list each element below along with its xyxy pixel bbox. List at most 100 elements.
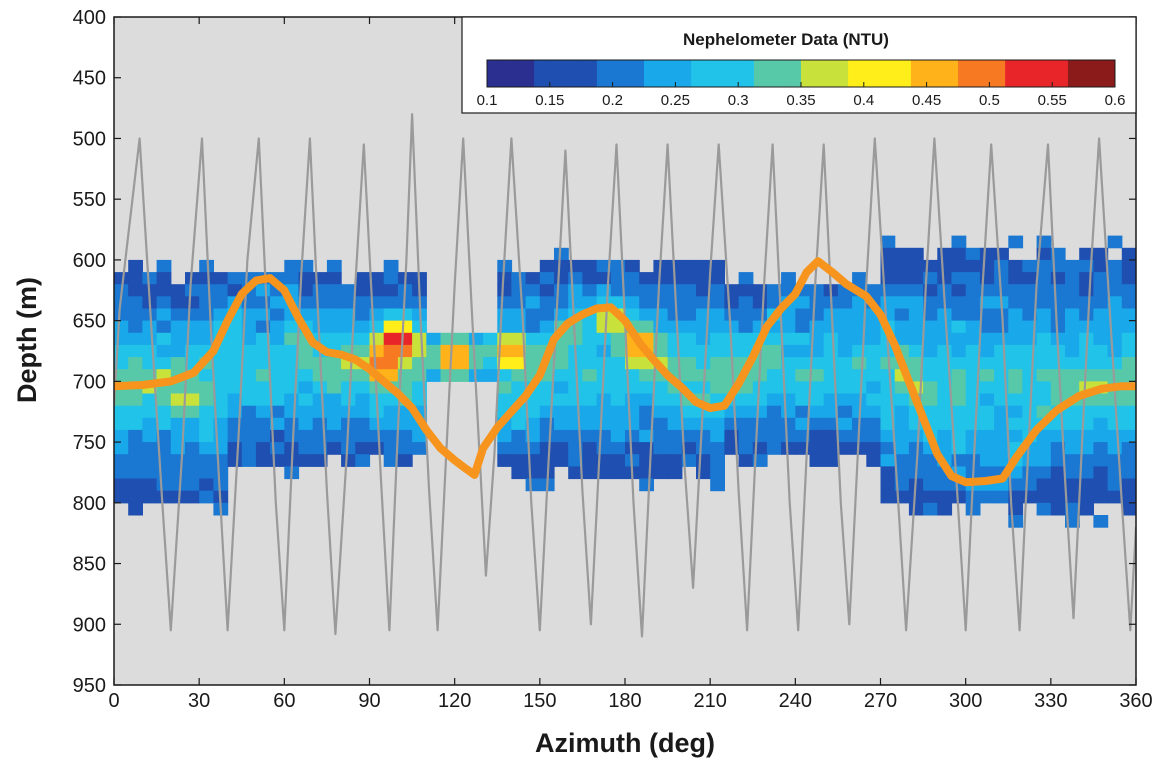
field-cell: [681, 332, 697, 346]
field-cell: [554, 429, 569, 443]
field-cell: [681, 357, 697, 370]
field-cell: [610, 357, 626, 370]
field-cell: [170, 454, 186, 467]
field-cell: [199, 272, 214, 285]
field-cell: [1107, 357, 1123, 370]
colorbar-swatch: [1099, 60, 1116, 87]
field-cell: [383, 429, 399, 443]
field-cell: [625, 429, 640, 443]
x-axis-ticks: 0 30 60 90 120 150 180 210 240 270 300 330 360: [108, 17, 1153, 712]
field-cell: [880, 357, 896, 370]
field-cell: [1079, 320, 1094, 334]
field-cell: [1107, 284, 1123, 297]
field-cell: [497, 344, 513, 358]
field-cell: [809, 320, 825, 334]
field-cell: [1036, 344, 1052, 358]
field-cell: [369, 429, 385, 443]
field-cell: [270, 393, 285, 407]
field-cell: [653, 284, 669, 297]
field-cell: [766, 381, 782, 395]
colorbar-swatch: [691, 60, 708, 87]
field-cell: [355, 393, 371, 407]
field-cell: [284, 417, 300, 431]
field-cell: [213, 442, 229, 455]
field-cell: [483, 332, 498, 346]
field-cell: [213, 369, 229, 382]
field-cell: [1093, 259, 1109, 273]
field-cell: [270, 369, 285, 382]
field-cell: [866, 320, 882, 334]
field-cell: [1008, 259, 1024, 273]
field-cell: [114, 332, 129, 346]
field-cell: [937, 502, 953, 516]
field-cell: [440, 344, 456, 358]
field-cell: [596, 320, 612, 334]
field-cell: [965, 405, 981, 419]
field-cell: [894, 442, 910, 455]
x-tick-label: 30: [188, 690, 210, 712]
field-cell: [994, 344, 1009, 358]
field-cell: [1121, 478, 1136, 492]
field-cell: [255, 308, 271, 322]
field-cell: [639, 466, 654, 480]
field-cell: [554, 369, 569, 382]
field-cell: [1093, 466, 1109, 480]
field-cell: [156, 405, 172, 419]
field-cell: [625, 272, 640, 285]
field-cell: [128, 417, 143, 431]
field-cell: [114, 393, 129, 407]
field-cell: [937, 429, 953, 443]
field-cell: [326, 393, 342, 407]
field-cell: [568, 284, 583, 297]
field-cell: [696, 272, 711, 285]
field-cell: [525, 272, 541, 285]
field-cell: [937, 332, 953, 346]
field-cell: [511, 454, 527, 467]
field-cell: [781, 332, 796, 346]
colorbar-swatches: [487, 60, 1116, 87]
x-tick-label: 270: [864, 690, 897, 712]
colorbar-tick-label: 0.25: [661, 92, 690, 109]
field-cell: [114, 369, 129, 382]
field-cell: [653, 296, 669, 309]
field-cell: [795, 320, 811, 334]
field-cell: [142, 429, 158, 443]
field-cell: [341, 296, 356, 309]
field-cell: [965, 272, 981, 285]
field-cell: [1121, 502, 1136, 516]
x-axis-title: Azimuth (deg): [535, 728, 715, 758]
field-cell: [809, 381, 825, 395]
field-cell: [667, 320, 683, 334]
field-cell: [979, 490, 995, 504]
field-cell: [298, 381, 314, 395]
field-cell: [199, 308, 214, 322]
field-cell: [1008, 478, 1024, 492]
field-cell: [979, 357, 995, 370]
field-cell: [894, 272, 910, 285]
field-cell: [1065, 490, 1080, 504]
field-cell: [383, 296, 399, 309]
field-cell: [965, 393, 981, 407]
field-cell: [923, 308, 938, 322]
field-cell: [128, 357, 143, 370]
field-cell: [341, 369, 356, 382]
field-cell: [625, 405, 640, 419]
field-cell: [298, 284, 314, 297]
field-cell: [355, 344, 371, 358]
field-cell: [497, 357, 513, 370]
field-cell: [667, 393, 683, 407]
field-cell: [284, 405, 300, 419]
field-cell: [1022, 259, 1038, 273]
field-cell: [539, 320, 555, 334]
field-cell: [795, 417, 811, 431]
field-cell: [525, 332, 541, 346]
field-cell: [582, 272, 598, 285]
field-cell: [1093, 393, 1109, 407]
field-cell: [752, 284, 768, 297]
field-cell: [1050, 320, 1066, 334]
field-cell: [227, 357, 243, 370]
field-cell: [255, 369, 271, 382]
field-cell: [653, 308, 669, 322]
field-cell: [568, 272, 583, 285]
field-cell: [312, 405, 328, 419]
